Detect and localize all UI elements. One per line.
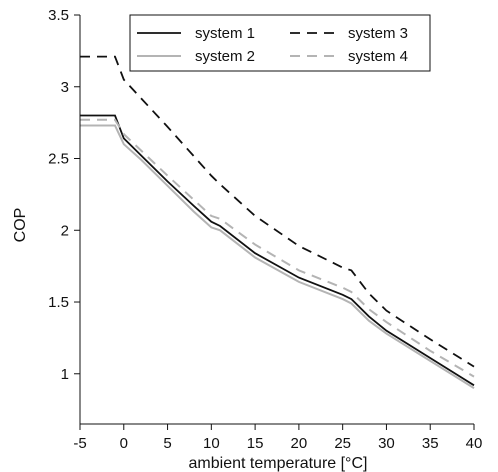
legend-label-1: system 1 <box>195 25 255 42</box>
axes <box>79 15 474 425</box>
y-tick-label: 3.5 <box>48 7 69 24</box>
y-tick-label: 1.5 <box>48 294 69 311</box>
legend: system 1 system 2 system 3 system 4 <box>129 14 431 72</box>
x-tick-label: 35 <box>422 435 439 452</box>
series-line-3 <box>80 55 475 368</box>
series-lines <box>80 55 475 389</box>
y-tick-label: 2 <box>61 222 69 239</box>
x-tick-label: -5 <box>73 435 86 452</box>
y-ticks: 1 1.5 2 2.5 3 3.5 <box>48 7 80 383</box>
x-tick-label: 5 <box>163 435 171 452</box>
x-tick-label: 20 <box>291 435 308 452</box>
x-tick-label: 15 <box>247 435 264 452</box>
legend-label-2: system 2 <box>195 48 255 65</box>
x-tick-label: 40 <box>466 435 483 452</box>
series-line-4 <box>80 118 475 378</box>
legend-label-3: system 3 <box>348 25 408 42</box>
x-tick-label: 25 <box>334 435 351 452</box>
series-line-1 <box>80 114 475 387</box>
y-axis-title: COP <box>12 208 29 243</box>
y-tick-label: 3 <box>61 79 69 96</box>
x-tick-label: 10 <box>203 435 220 452</box>
x-tick-label: 0 <box>120 435 128 452</box>
x-tick-label: 30 <box>378 435 395 452</box>
series-line-2 <box>80 124 475 389</box>
x-axis-title: ambient temperature [°C] <box>189 455 368 472</box>
y-tick-label: 2.5 <box>48 151 69 168</box>
legend-box <box>129 14 431 72</box>
x-ticks: -5 0 5 10 15 20 25 30 35 40 <box>73 424 482 452</box>
legend-label-4: system 4 <box>348 48 408 65</box>
y-tick-label: 1 <box>61 366 69 383</box>
